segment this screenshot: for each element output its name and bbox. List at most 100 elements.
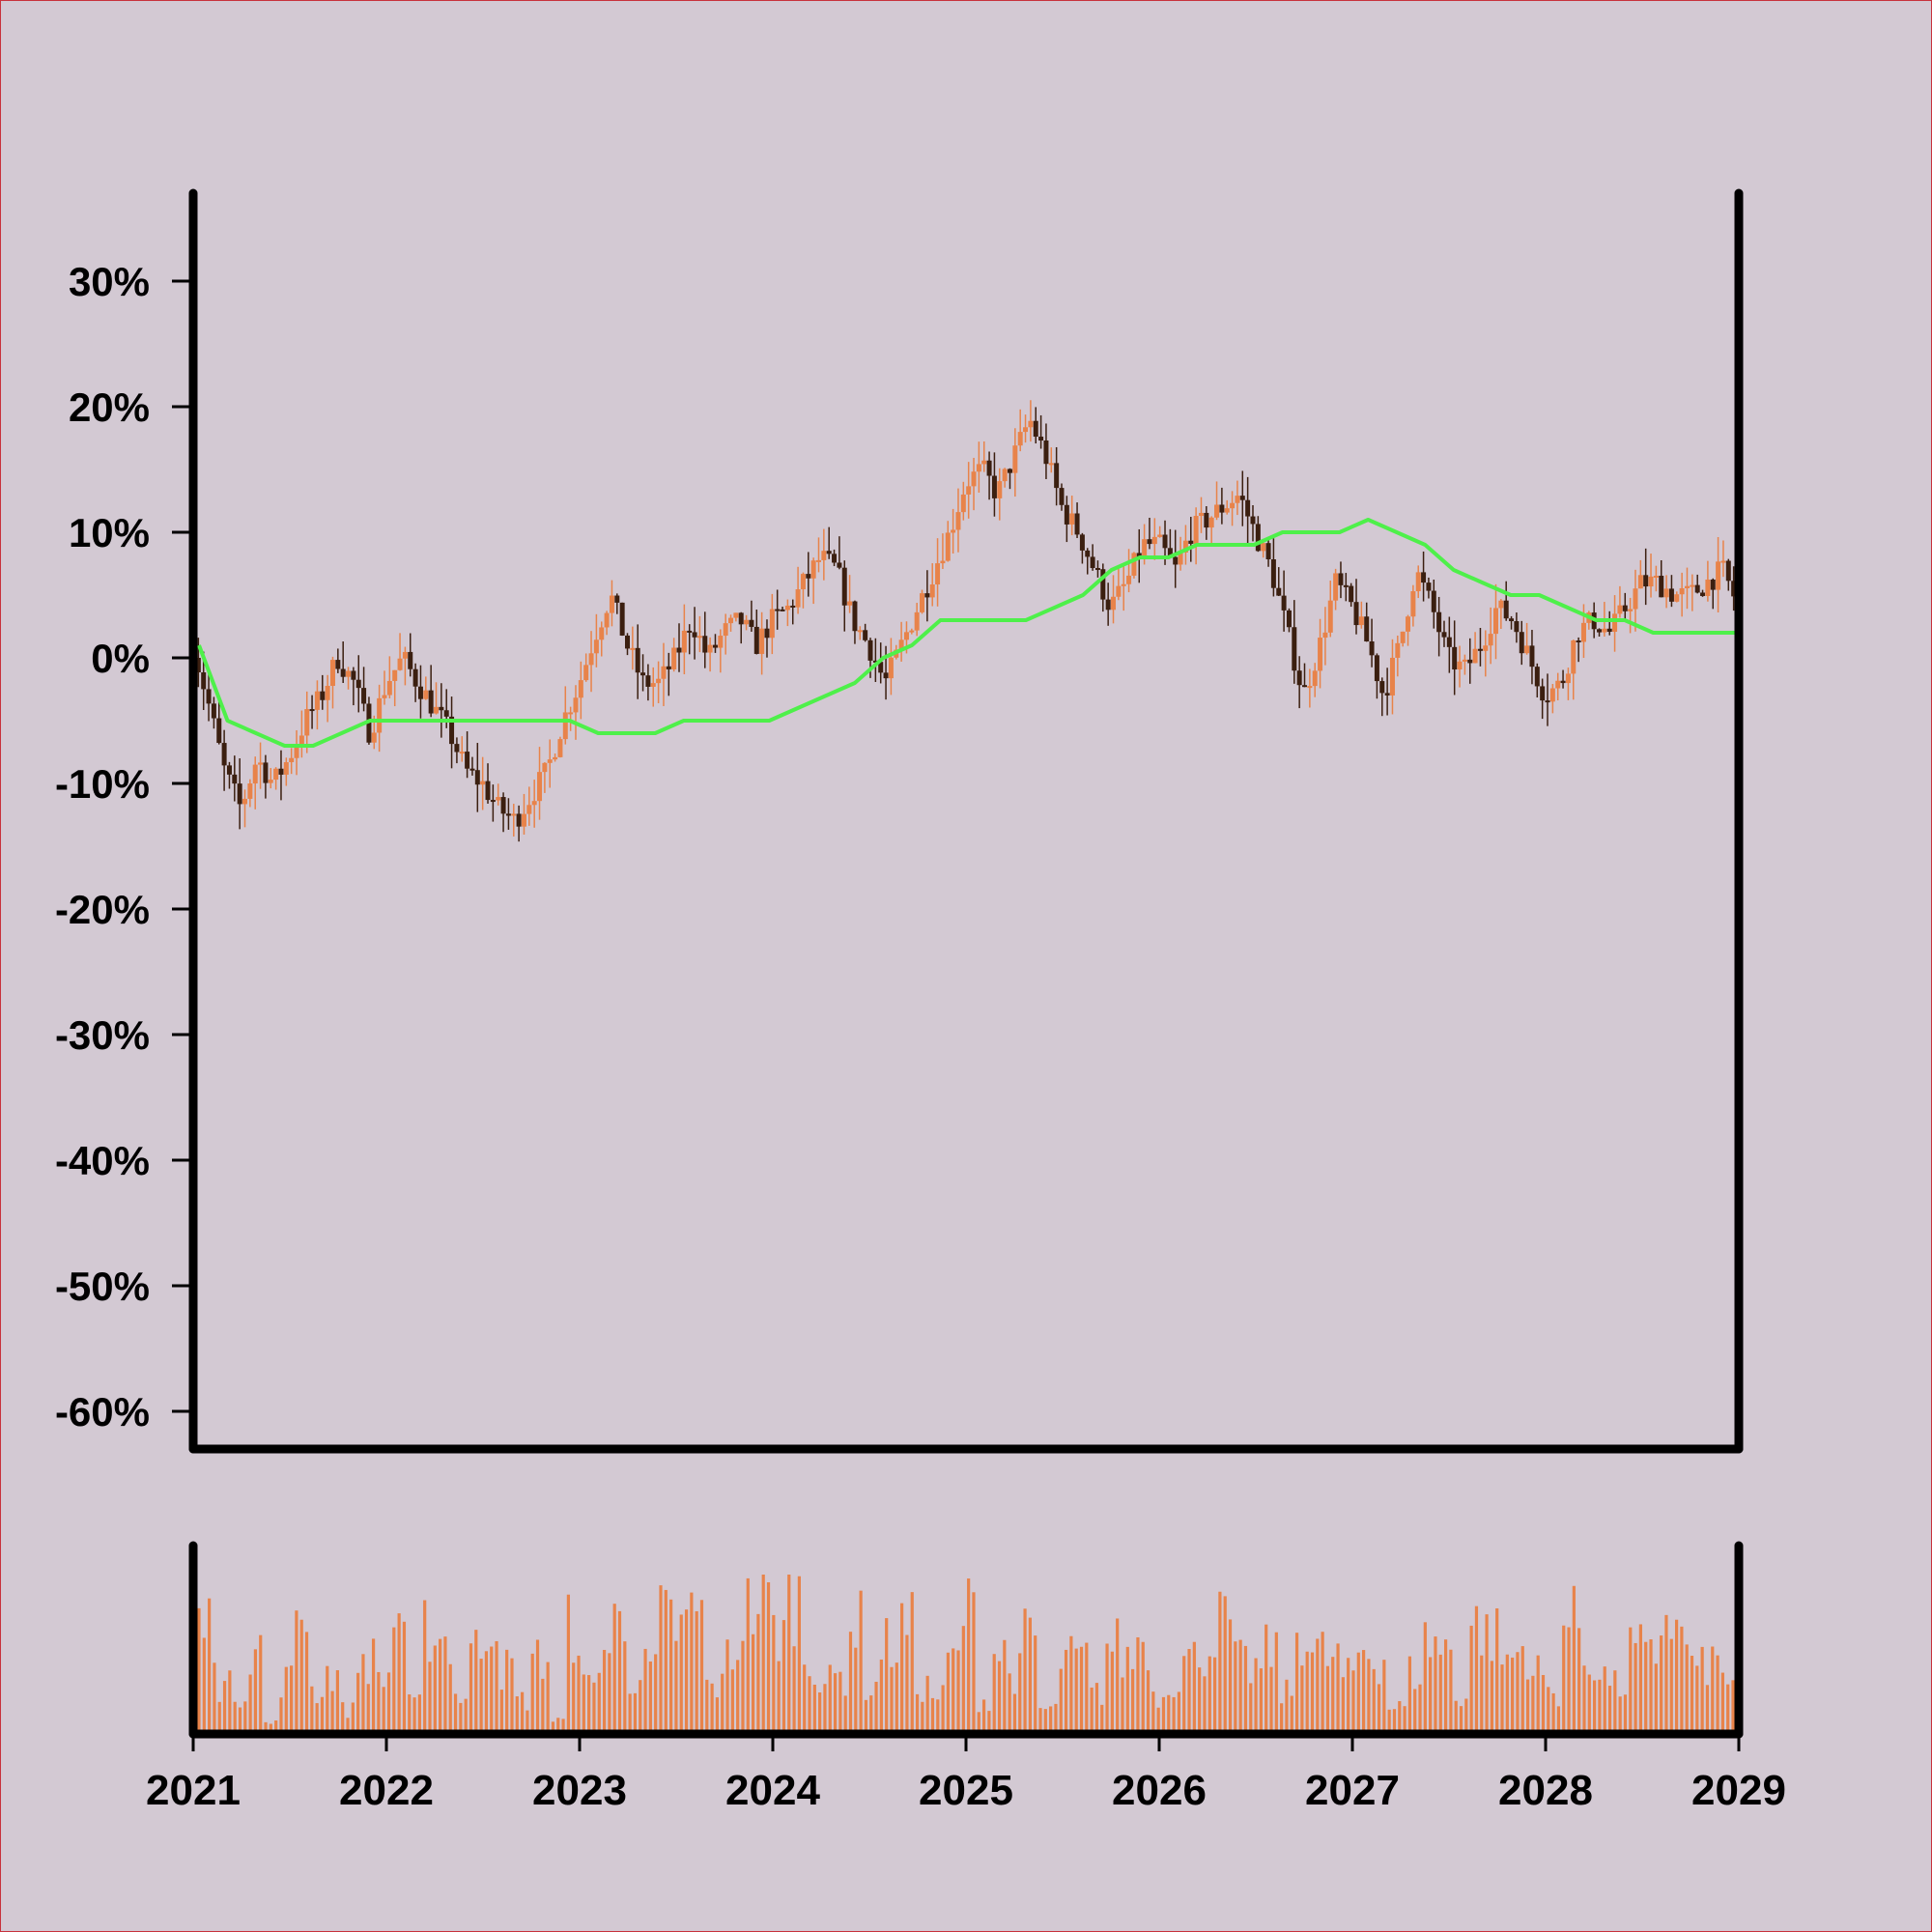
volume-bar: [377, 1671, 381, 1734]
volume-bar: [761, 1575, 765, 1734]
y-tick-label: -60%: [55, 1389, 150, 1435]
x-tick-label: 2023: [532, 1767, 627, 1814]
y-tick-label: -20%: [55, 887, 150, 932]
volume-bar: [577, 1655, 581, 1734]
candle-body: [1219, 504, 1225, 513]
candle-body: [878, 662, 884, 673]
volume-bar: [930, 1697, 935, 1734]
volume-bar: [730, 1669, 734, 1734]
candle-body: [1415, 572, 1421, 592]
candle-body: [909, 630, 915, 633]
candle-body: [951, 529, 956, 533]
volume-bar: [1203, 1676, 1207, 1734]
volume-bar: [217, 1701, 221, 1734]
candle-body: [505, 813, 511, 816]
volume-bar: [499, 1690, 503, 1734]
candle-body: [1406, 616, 1411, 632]
candle-body: [666, 666, 671, 669]
volume-bar: [1325, 1665, 1330, 1734]
volume-bar: [1094, 1683, 1099, 1734]
candle-body: [712, 644, 718, 648]
volume-bar: [664, 1589, 668, 1734]
volume-bar: [1100, 1704, 1104, 1734]
candle-body: [624, 635, 630, 649]
volume-bar: [1638, 1624, 1643, 1734]
candle-body: [1302, 685, 1308, 688]
candle-body: [821, 551, 827, 560]
candle-body: [604, 612, 610, 628]
volume-bar: [772, 1614, 776, 1734]
candle-body: [1208, 517, 1214, 528]
candle-body: [454, 744, 460, 753]
candle-body: [702, 636, 708, 653]
candle-body: [417, 686, 423, 699]
candle-body: [258, 762, 264, 765]
candle-body: [1400, 631, 1406, 643]
volume-bar: [397, 1613, 401, 1734]
volume-bar: [1674, 1619, 1679, 1734]
candle-body: [1017, 432, 1023, 446]
volume-bar: [238, 1707, 242, 1734]
y-tick-label: -10%: [55, 761, 150, 807]
candle-body: [696, 636, 702, 639]
volume-bar: [1305, 1651, 1309, 1734]
volume-bar: [659, 1585, 663, 1734]
candle-body: [837, 562, 842, 568]
candle-body: [650, 683, 656, 687]
volume-bar: [1572, 1585, 1576, 1734]
candle-body: [247, 783, 253, 799]
candle-body: [1214, 504, 1220, 518]
volume-bar: [859, 1590, 863, 1734]
candle-body: [1606, 628, 1612, 633]
volume-bar: [1690, 1656, 1694, 1734]
candle-body: [1716, 561, 1721, 590]
candle-body: [1064, 504, 1069, 525]
volume-bar: [572, 1662, 576, 1734]
volume-bar: [1480, 1655, 1484, 1734]
candle-body: [346, 670, 352, 677]
candle-body: [614, 595, 620, 603]
candle-body: [408, 651, 413, 669]
candle-body: [1322, 632, 1328, 639]
candle-body: [335, 660, 341, 669]
volume-bar: [890, 1666, 894, 1734]
volume-bar: [1264, 1624, 1268, 1734]
candle-body: [1270, 559, 1276, 588]
candle-body: [1338, 573, 1344, 585]
volume-bar: [1280, 1703, 1284, 1734]
candle-body: [1659, 576, 1664, 598]
candle-body: [1364, 616, 1370, 641]
volume-bar: [1562, 1625, 1566, 1734]
candle-body: [1043, 440, 1049, 465]
candle-body: [439, 706, 444, 711]
moving-average-line: [197, 518, 1739, 748]
volume-bar: [561, 1719, 565, 1734]
candle-body: [981, 460, 987, 465]
candle-body: [733, 612, 739, 618]
volume-bar: [443, 1636, 447, 1734]
candle-body: [1720, 560, 1726, 563]
volume-bar: [874, 1681, 878, 1734]
candle-body: [511, 813, 517, 816]
volume-bar: [879, 1659, 883, 1734]
volume-bar: [823, 1684, 827, 1734]
candle-body: [216, 718, 222, 744]
candle-body: [304, 709, 310, 736]
candle-body: [940, 560, 946, 564]
candle-body: [1452, 646, 1458, 670]
volume-bar: [392, 1627, 396, 1734]
volume-bar: [1547, 1687, 1550, 1734]
candle-body: [361, 688, 367, 704]
candle-body: [599, 627, 605, 640]
volume-bar: [448, 1663, 452, 1734]
candle-body: [1545, 700, 1550, 703]
volume-bar: [520, 1691, 525, 1734]
volume-bar: [1716, 1655, 1719, 1734]
candle-body: [1033, 420, 1038, 438]
volume-bar: [1310, 1652, 1315, 1734]
candle-body: [630, 647, 636, 650]
volume-bar: [1121, 1677, 1124, 1734]
candle-body: [1472, 648, 1478, 664]
candle-body: [386, 680, 392, 696]
